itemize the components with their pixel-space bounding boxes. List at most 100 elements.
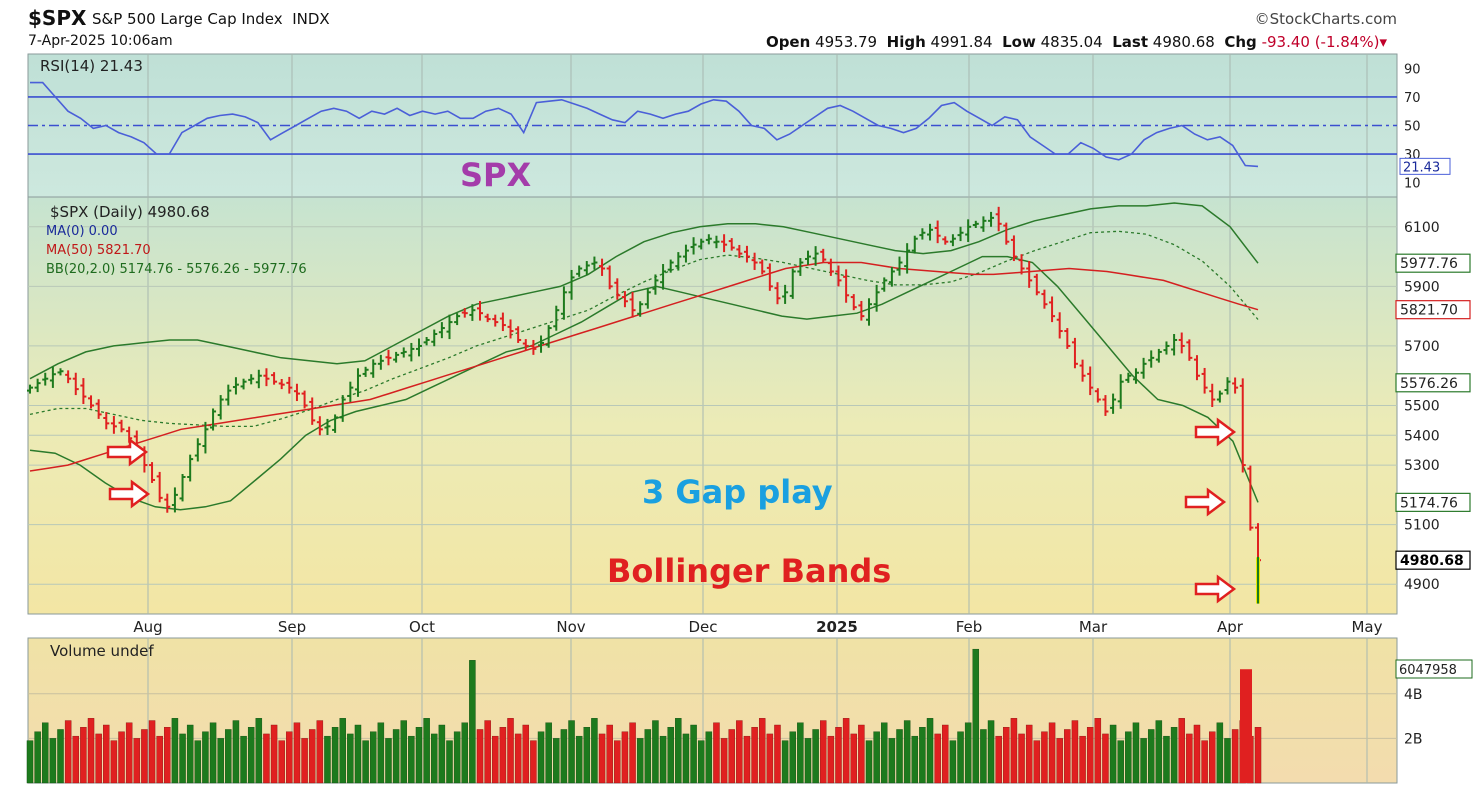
price-bar — [210, 408, 217, 431]
price-bar — [1163, 341, 1170, 355]
price-bar — [469, 304, 476, 321]
price-bar — [1178, 332, 1185, 354]
volume-bar — [171, 718, 179, 784]
volume-bar — [995, 735, 1002, 784]
volume-bar — [354, 724, 362, 784]
price-bar — [1087, 366, 1094, 396]
price-tick-label: 5300 — [1404, 458, 1440, 474]
volume-bar — [949, 740, 957, 784]
volume-bar — [682, 733, 690, 784]
volume-bar — [316, 720, 324, 784]
volume-bar — [110, 740, 118, 784]
price-bar — [80, 378, 87, 405]
rsi-tick-label: 90 — [1404, 62, 1421, 77]
open-label: Open — [765, 33, 811, 51]
price-bar — [728, 238, 735, 251]
x-tick-label: Mar — [1079, 618, 1108, 636]
price-bar — [606, 265, 613, 290]
volume-bar — [1064, 729, 1071, 784]
price-tick-label: 5100 — [1404, 518, 1440, 534]
spx-note: SPX — [460, 156, 532, 194]
rsi-last-label: 21.43 — [1403, 160, 1440, 175]
price-bar — [545, 325, 552, 348]
arrow-icon — [106, 437, 149, 467]
volume-bar — [827, 735, 835, 784]
volume-bar — [1155, 720, 1163, 784]
volume-bar — [331, 727, 339, 784]
volume-tick-label: 4B — [1404, 687, 1423, 703]
volume-bar — [484, 720, 491, 784]
volume-bar — [881, 722, 888, 784]
volume-bar — [812, 729, 819, 784]
volume-last-box — [1395, 659, 1473, 679]
price-bar — [118, 419, 125, 433]
price-bar — [522, 339, 529, 351]
volume-legend: Volume undef — [50, 642, 154, 660]
x-tick-label: Nov — [556, 618, 585, 636]
price-label: 5174.76 — [1400, 495, 1458, 511]
price-bar — [408, 342, 415, 362]
price-bar — [415, 338, 422, 357]
price-bar — [553, 305, 560, 331]
volume-bar — [423, 718, 430, 784]
x-tick-label: 2025 — [816, 618, 858, 636]
rsi-tick-label: 50 — [1404, 120, 1421, 135]
price-bar — [957, 226, 964, 242]
price-bar — [988, 211, 995, 227]
price-label-box — [1395, 550, 1471, 570]
volume-bar — [697, 740, 705, 784]
axis-labels: Aug Sep Oct Nov Dec 2025 Feb Mar Apr May907050301… — [133, 62, 1473, 747]
volume-bar — [324, 735, 331, 784]
bb-lower-line — [29, 255, 1259, 511]
rsi-line — [30, 81, 1259, 168]
price-bar — [34, 378, 41, 393]
price-bar — [1110, 393, 1117, 414]
price-bar — [515, 326, 522, 343]
volume-bar — [835, 727, 842, 784]
volume-bar — [797, 722, 804, 784]
legend-bb: BB(20,2.0) 5174.76 - 5576.26 - 5977.76 — [46, 262, 307, 277]
price-label: 5821.70 — [1400, 303, 1458, 319]
volume-bar — [568, 720, 575, 784]
volume-bar — [850, 733, 857, 784]
price-bar — [576, 265, 583, 277]
volume-bar — [1209, 731, 1216, 784]
arrow-icon — [108, 479, 151, 509]
price-bar — [1041, 289, 1048, 309]
price-bar — [1117, 374, 1124, 409]
price-bar — [1224, 377, 1231, 395]
price-bar — [339, 395, 346, 422]
price-bar — [1056, 312, 1063, 339]
volume-bar — [1048, 722, 1056, 784]
price-bar — [1186, 339, 1193, 361]
volume-bar — [80, 727, 87, 784]
volume-bar — [560, 729, 568, 784]
price-bar — [248, 374, 255, 385]
volume-bar — [87, 718, 95, 784]
price-bar — [812, 246, 819, 266]
price-bar — [1125, 372, 1132, 383]
volume-bar — [492, 735, 499, 784]
volume-bar — [263, 733, 270, 784]
price-bar — [789, 268, 796, 299]
volume-bar — [583, 727, 591, 784]
ohlc-summary: Open 4953.79 High 4991.84 Low 4835.04 La… — [766, 33, 1387, 51]
price-bar — [431, 329, 438, 347]
price-bar — [827, 258, 834, 276]
x-tick-label: Aug — [133, 618, 162, 636]
price-bar — [88, 395, 95, 409]
volume-bar — [49, 738, 57, 784]
volume-bar — [1079, 735, 1086, 784]
volume-bar — [644, 729, 652, 784]
volume-bar — [522, 724, 530, 784]
price-bar — [980, 216, 987, 232]
price-bar — [583, 261, 590, 275]
volume-bar — [286, 731, 293, 784]
price-bar — [225, 384, 232, 406]
price-bar — [499, 312, 506, 332]
volume-bar — [72, 735, 79, 784]
price-bar — [629, 292, 636, 318]
price-bar — [919, 228, 926, 240]
volume-bar — [469, 660, 476, 784]
price-bar — [652, 274, 659, 295]
